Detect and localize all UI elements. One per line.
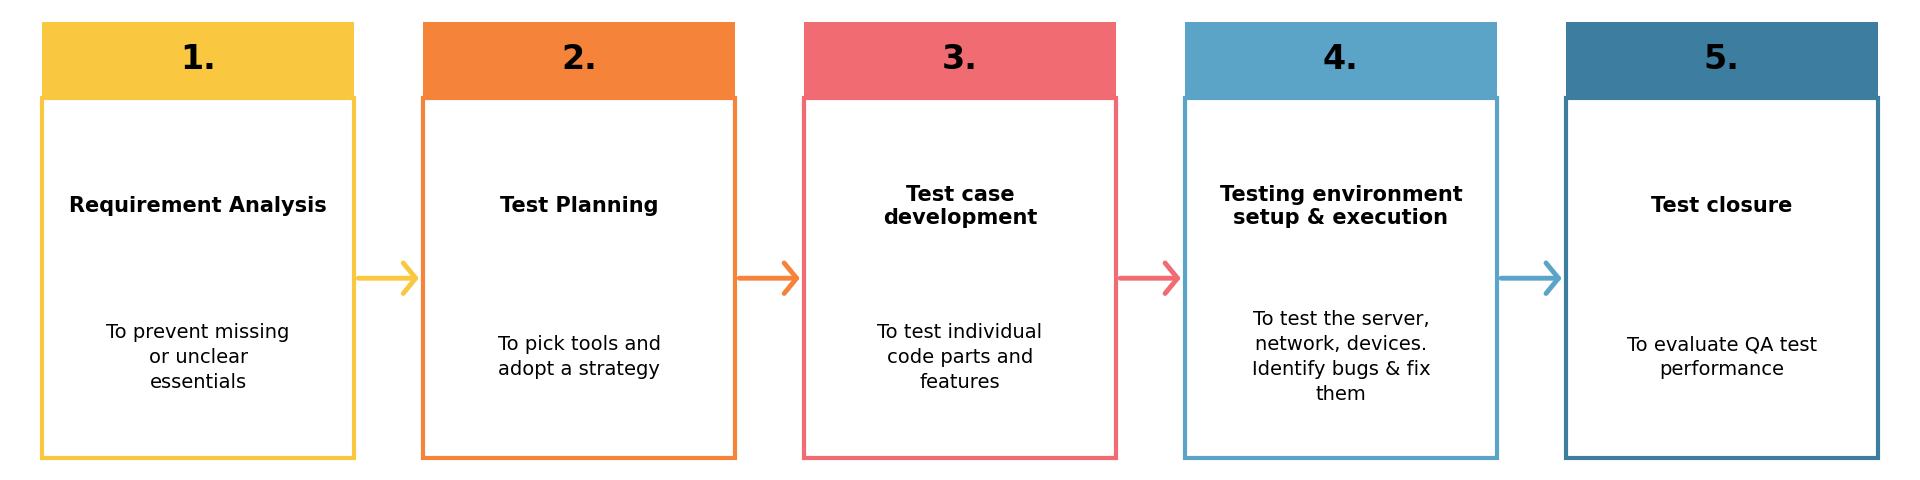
Bar bbox=[1567, 22, 1878, 98]
Text: 1.: 1. bbox=[180, 43, 217, 76]
Text: To prevent missing
or unclear
essentials: To prevent missing or unclear essentials bbox=[106, 323, 290, 392]
Bar bbox=[804, 98, 1116, 458]
Text: 5.: 5. bbox=[1703, 43, 1740, 76]
Bar bbox=[804, 22, 1116, 98]
Text: 4.: 4. bbox=[1323, 43, 1359, 76]
Text: Requirement Analysis: Requirement Analysis bbox=[69, 196, 326, 216]
Text: Test case
development: Test case development bbox=[883, 184, 1037, 228]
Text: Test closure: Test closure bbox=[1651, 196, 1793, 216]
Bar bbox=[422, 98, 735, 458]
Text: Testing environment
setup & execution: Testing environment setup & execution bbox=[1219, 184, 1463, 228]
Text: To test individual
code parts and
features: To test individual code parts and featur… bbox=[877, 323, 1043, 392]
Bar bbox=[42, 98, 353, 458]
Text: 3.: 3. bbox=[943, 43, 977, 76]
Text: 2.: 2. bbox=[561, 43, 597, 76]
Text: To evaluate QA test
performance: To evaluate QA test performance bbox=[1626, 336, 1816, 380]
Bar bbox=[1185, 98, 1498, 458]
Bar bbox=[42, 22, 353, 98]
Bar bbox=[422, 22, 735, 98]
Text: Test Planning: Test Planning bbox=[499, 196, 659, 216]
Bar bbox=[1567, 98, 1878, 458]
Text: To pick tools and
adopt a strategy: To pick tools and adopt a strategy bbox=[497, 336, 660, 380]
Text: To test the server,
network, devices.
Identify bugs & fix
them: To test the server, network, devices. Id… bbox=[1252, 311, 1430, 405]
Bar bbox=[1185, 22, 1498, 98]
